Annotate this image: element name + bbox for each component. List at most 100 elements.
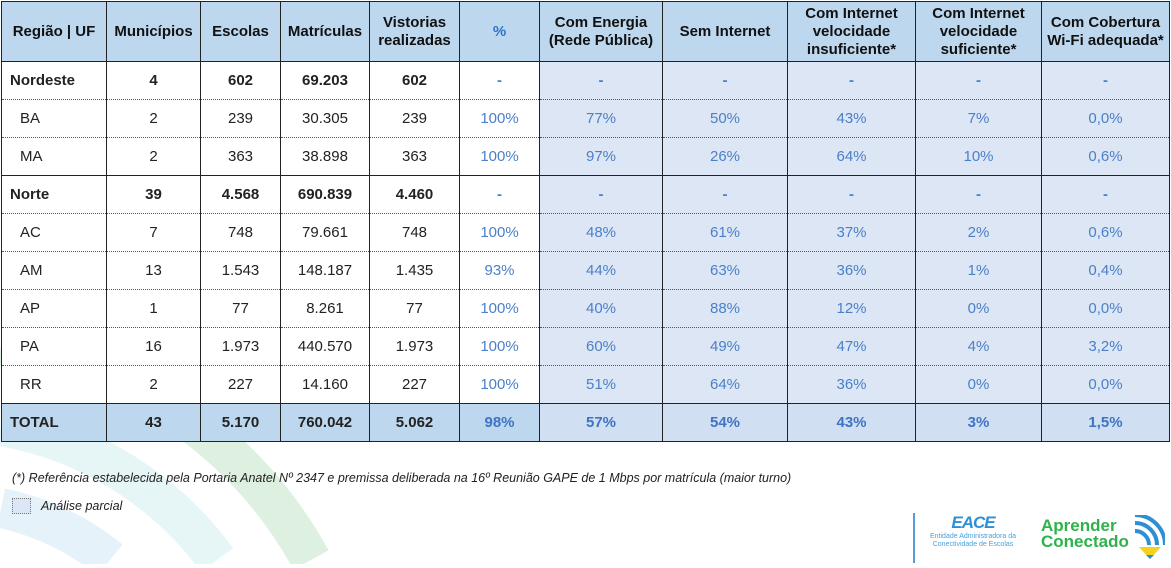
cell-wifi-coverage: -	[1041, 175, 1170, 214]
cell-inspections: 1.435	[369, 251, 460, 290]
cell-internet-insufficient: 36%	[787, 365, 916, 404]
cell-enrollments: 8.261	[280, 289, 370, 328]
cell-schools: 239	[200, 99, 281, 138]
legend-label: Análise parcial	[41, 499, 123, 513]
cell-region: TOTAL	[1, 403, 107, 442]
cell-energy: -	[539, 175, 663, 214]
column-header-region: Região | UF	[1, 1, 107, 62]
cell-enrollments: 440.570	[280, 327, 370, 366]
cell-percent: 100%	[459, 213, 540, 252]
cell-region: PA	[1, 327, 107, 366]
cell-schools: 748	[200, 213, 281, 252]
cell-municipalities: 16	[106, 327, 201, 366]
cell-wifi-coverage: 0,6%	[1041, 137, 1170, 176]
cell-percent: 100%	[459, 365, 540, 404]
column-header-internet-insufficient: Com Internet velocidade insuficiente*	[787, 1, 916, 62]
cell-municipalities: 39	[106, 175, 201, 214]
cell-wifi-coverage: 3,2%	[1041, 327, 1170, 366]
table-row: MA 2 363 38.898 363 100% 97% 26% 64% 10% 0,6%	[1, 137, 1170, 176]
cell-internet-sufficient: 0%	[915, 289, 1042, 328]
footnote: (*) Referência estabelecida pela Portari…	[12, 471, 792, 485]
aprender-conectado-logo: Aprender Conectado	[1041, 516, 1129, 551]
cell-internet-insufficient: -	[787, 61, 916, 100]
cell-enrollments: 148.187	[280, 251, 370, 290]
cell-internet-sufficient: 0%	[915, 365, 1042, 404]
cell-inspections: 1.973	[369, 327, 460, 366]
cell-percent: 100%	[459, 327, 540, 366]
cell-internet-insufficient: 43%	[787, 99, 916, 138]
cell-enrollments: 69.203	[280, 61, 370, 100]
cell-internet-sufficient: 1%	[915, 251, 1042, 290]
cell-enrollments: 690.839	[280, 175, 370, 214]
table-header-row: Região | UF Municípios Escolas Matrículas Vi…	[1, 1, 1170, 62]
cell-internet-sufficient: 7%	[915, 99, 1042, 138]
cell-internet-insufficient: -	[787, 175, 916, 214]
cell-wifi-coverage: 0,0%	[1041, 365, 1170, 404]
cell-energy: 40%	[539, 289, 663, 328]
cell-no-internet: 63%	[662, 251, 788, 290]
cell-wifi-coverage: 1,5%	[1041, 403, 1170, 442]
cell-region: RR	[1, 365, 107, 404]
column-header-wifi-coverage: Com Cobertura Wi-Fi adequada*	[1041, 1, 1170, 62]
cell-internet-sufficient: 10%	[915, 137, 1042, 176]
cell-wifi-coverage: 0,0%	[1041, 289, 1170, 328]
table-row: AC 7 748 79.661 748 100% 48% 61% 37% 2% 0,6%	[1, 213, 1170, 252]
table-row: RR 2 227 14.160 227 100% 51% 64% 36% 0% 0,0%	[1, 365, 1170, 404]
cell-municipalities: 43	[106, 403, 201, 442]
cell-municipalities: 13	[106, 251, 201, 290]
cell-schools: 1.543	[200, 251, 281, 290]
cell-internet-sufficient: -	[915, 175, 1042, 214]
cell-percent: 100%	[459, 99, 540, 138]
table-row: PA 16 1.973 440.570 1.973 100% 60% 49% 47% 4% 3,2%	[1, 327, 1170, 366]
cell-enrollments: 30.305	[280, 99, 370, 138]
table-row: AM 13 1.543 148.187 1.435 93% 44% 63% 36% 1% 0,4%	[1, 251, 1170, 290]
cell-no-internet: 49%	[662, 327, 788, 366]
cell-percent: -	[459, 175, 540, 214]
cell-inspections: 602	[369, 61, 460, 100]
cell-municipalities: 2	[106, 99, 201, 138]
cell-inspections: 227	[369, 365, 460, 404]
column-header-internet-sufficient: Com Internet velocidade suficiente*	[915, 1, 1042, 62]
cell-inspections: 77	[369, 289, 460, 328]
legend-partial-analysis: Análise parcial	[12, 498, 122, 514]
cell-wifi-coverage: 0,6%	[1041, 213, 1170, 252]
cell-inspections: 4.460	[369, 175, 460, 214]
cell-internet-sufficient: -	[915, 61, 1042, 100]
cell-internet-insufficient: 47%	[787, 327, 916, 366]
cell-wifi-coverage: -	[1041, 61, 1170, 100]
cell-internet-insufficient: 36%	[787, 251, 916, 290]
eace-logo: EACE Entidade Administradora da Conectiv…	[930, 513, 1016, 548]
cell-schools: 227	[200, 365, 281, 404]
cell-percent: 93%	[459, 251, 540, 290]
cell-enrollments: 38.898	[280, 137, 370, 176]
table-row: BA 2 239 30.305 239 100% 77% 50% 43% 7% 0,0%	[1, 99, 1170, 138]
cell-wifi-coverage: 0,4%	[1041, 251, 1170, 290]
cell-schools: 1.973	[200, 327, 281, 366]
cell-region: Norte	[1, 175, 107, 214]
cell-region: AM	[1, 251, 107, 290]
cell-municipalities: 2	[106, 365, 201, 404]
logo-divider	[913, 513, 915, 563]
school-connectivity-table: Região | UF Municípios Escolas Matrículas Vi…	[1, 1, 1170, 442]
cell-schools: 363	[200, 137, 281, 176]
total-row: TOTAL 43 5.170 760.042 5.062 98% 57% 54% 43% 3% 1,…	[1, 403, 1170, 442]
cell-inspections: 239	[369, 99, 460, 138]
cell-energy: -	[539, 61, 663, 100]
cell-municipalities: 1	[106, 289, 201, 328]
column-header-no-internet: Sem Internet	[662, 1, 788, 62]
cell-enrollments: 79.661	[280, 213, 370, 252]
cell-inspections: 748	[369, 213, 460, 252]
cell-internet-insufficient: 37%	[787, 213, 916, 252]
cell-no-internet: 54%	[662, 403, 788, 442]
cell-no-internet: -	[662, 175, 788, 214]
cell-region: MA	[1, 137, 107, 176]
cell-internet-insufficient: 12%	[787, 289, 916, 328]
cell-schools: 4.568	[200, 175, 281, 214]
cell-inspections: 363	[369, 137, 460, 176]
cell-schools: 5.170	[200, 403, 281, 442]
column-header-percent: %	[459, 1, 540, 62]
cell-internet-sufficient: 4%	[915, 327, 1042, 366]
cell-schools: 602	[200, 61, 281, 100]
legend-swatch	[12, 498, 31, 514]
cell-municipalities: 7	[106, 213, 201, 252]
